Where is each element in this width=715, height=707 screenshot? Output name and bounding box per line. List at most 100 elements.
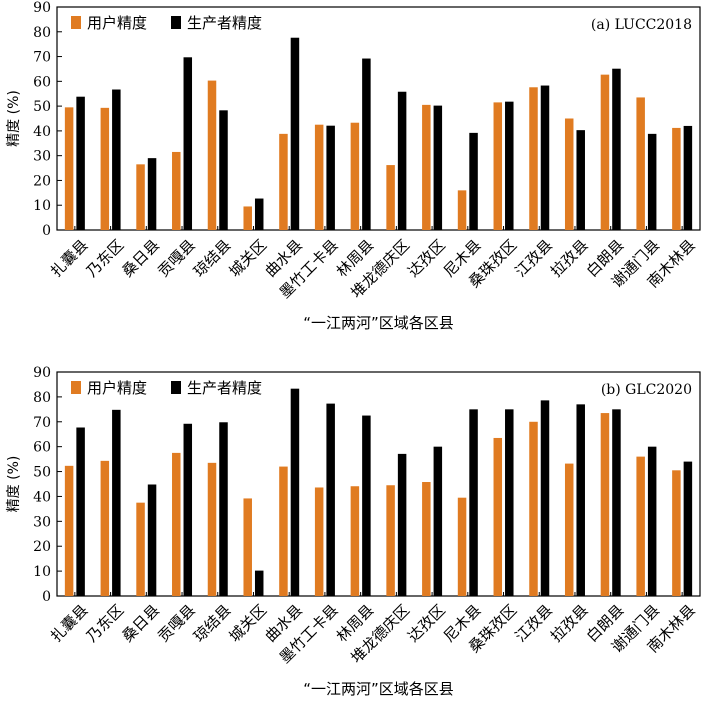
bar-user-accuracy <box>636 97 645 230</box>
legend-label-user-accuracy: 用户精度 <box>87 379 147 397</box>
bar-user-accuracy <box>493 437 503 596</box>
y-axis: 0 10 20 30 40 50 60 70 80 90 <box>33 0 62 239</box>
legend: 用户精度 生产者精度 <box>71 379 262 397</box>
legend-swatch-producer-accuracy <box>171 16 181 29</box>
y-tick-label: 40 <box>33 124 51 140</box>
bar-producer-accuracy <box>505 101 514 230</box>
bar-producer-accuracy <box>683 461 693 596</box>
x-axis-label: “一江两河”区域各区县 <box>303 680 454 698</box>
bar-producer-accuracy <box>362 415 371 596</box>
bar-producer-accuracy <box>683 125 693 230</box>
bar-producer-accuracy <box>76 427 85 596</box>
y-tick-label: 30 <box>33 149 51 165</box>
bar-producer-accuracy <box>505 409 514 596</box>
bar-user-accuracy <box>493 102 503 230</box>
panel-label: (a) LUCC2018 <box>591 17 692 33</box>
bar-producer-accuracy <box>540 85 550 230</box>
bar-user-accuracy <box>422 482 431 596</box>
x-tick-label: 扎囊县 <box>47 601 92 646</box>
y-tick-label: 80 <box>33 25 51 41</box>
y-axis-label: 精度 (%) <box>6 90 22 147</box>
panel-label: (b) GLC2020 <box>601 382 692 398</box>
bar-user-accuracy <box>136 164 145 230</box>
bars-group <box>64 388 693 596</box>
x-tick-label: 拉孜县 <box>547 236 592 281</box>
x-tick-label: 达孜区 <box>404 601 449 646</box>
y-tick-label: 70 <box>33 50 51 66</box>
bar-producer-accuracy <box>576 130 585 230</box>
bar-producer-accuracy <box>469 132 478 230</box>
x-tick-label: 乃东区 <box>83 601 128 646</box>
bar-user-accuracy <box>100 460 110 596</box>
bar-producer-accuracy <box>576 404 585 596</box>
bar-producer-accuracy <box>433 105 443 230</box>
bar-user-accuracy <box>314 124 324 230</box>
plot-frame <box>56 6 701 231</box>
bar-user-accuracy <box>350 486 360 596</box>
x-axis-label: “一江两河”区域各区县 <box>303 314 454 332</box>
bar-producer-accuracy <box>469 409 478 596</box>
bars-group <box>64 37 693 231</box>
bar-user-accuracy <box>279 466 288 596</box>
y-tick-label: 20 <box>33 539 51 555</box>
legend-label-producer-accuracy: 生产者精度 <box>187 14 262 32</box>
y-tick-label: 0 <box>42 589 51 605</box>
bar-producer-accuracy <box>647 133 657 230</box>
bar-producer-accuracy <box>147 158 157 230</box>
x-tick-label: 达孜区 <box>404 236 449 281</box>
y-tick-label: 20 <box>33 173 51 189</box>
bar-producer-accuracy <box>254 198 264 230</box>
y-tick-label: 50 <box>33 465 51 481</box>
bar-producer-accuracy <box>290 37 300 231</box>
x-tick-label: 桑日县 <box>118 236 163 281</box>
y-tick-label: 90 <box>33 365 51 381</box>
x-tick-label: 城关区 <box>226 601 271 646</box>
x-tick-label: 贡嘎县 <box>154 601 199 646</box>
bar-producer-accuracy <box>112 89 121 230</box>
bar-user-accuracy <box>100 107 110 230</box>
chart-panel-lucc2018: 0 10 20 30 40 50 60 70 80 90 扎囊县乃东区桑日县贡嘎县琼结县城关区曲水… <box>6 0 701 332</box>
bar-user-accuracy <box>672 127 681 230</box>
y-tick-label: 40 <box>33 489 51 505</box>
bar-producer-accuracy <box>612 68 621 231</box>
bar-producer-accuracy <box>433 446 443 596</box>
bar-user-accuracy <box>207 80 217 230</box>
x-tick-label: 扎囊县 <box>47 236 92 281</box>
bar-user-accuracy <box>600 413 610 596</box>
bar-user-accuracy <box>243 206 252 230</box>
x-tick-label: 琼结县 <box>190 236 235 281</box>
bar-user-accuracy <box>64 465 74 596</box>
bar-producer-accuracy <box>362 58 371 230</box>
bar-user-accuracy <box>314 487 324 596</box>
bar-user-accuracy <box>386 485 395 596</box>
bar-producer-accuracy <box>183 423 193 596</box>
bar-user-accuracy <box>243 498 252 596</box>
bar-user-accuracy <box>386 165 395 230</box>
x-tick-label: 贡嘎县 <box>154 236 199 281</box>
bar-producer-accuracy <box>397 453 407 596</box>
chart-panel-glc2020: 0 10 20 30 40 50 60 70 80 90 扎囊县乃东区桑日县贡嘎县琼结县城关区曲水… <box>6 365 701 698</box>
x-axis: 扎囊县乃东区桑日县贡嘎县琼结县城关区曲水县墨竹工卡县林周县堆龙德庆区达孜区尼木县… <box>47 226 699 302</box>
y-tick-label: 60 <box>33 74 51 90</box>
y-axis-label: 精度 (%) <box>6 456 22 513</box>
bar-producer-accuracy <box>219 110 228 230</box>
x-tick-label: 乃东区 <box>83 236 128 281</box>
bar-user-accuracy <box>529 87 538 230</box>
bar-user-accuracy <box>207 462 217 596</box>
bar-producer-accuracy <box>290 388 300 596</box>
bar-producer-accuracy <box>147 484 157 596</box>
bar-user-accuracy <box>422 104 431 230</box>
bar-producer-accuracy <box>219 422 228 596</box>
bar-user-accuracy <box>64 107 74 230</box>
y-tick-label: 60 <box>33 440 51 456</box>
bar-user-accuracy <box>564 118 574 230</box>
x-tick-label: 琼结县 <box>190 601 235 646</box>
legend-label-user-accuracy: 用户精度 <box>87 14 147 32</box>
bar-user-accuracy <box>136 502 145 596</box>
y-tick-label: 0 <box>42 223 51 239</box>
legend-swatch-user-accuracy <box>71 381 81 394</box>
legend-swatch-producer-accuracy <box>171 381 181 394</box>
bar-user-accuracy <box>600 74 610 230</box>
bar-user-accuracy <box>172 151 181 230</box>
